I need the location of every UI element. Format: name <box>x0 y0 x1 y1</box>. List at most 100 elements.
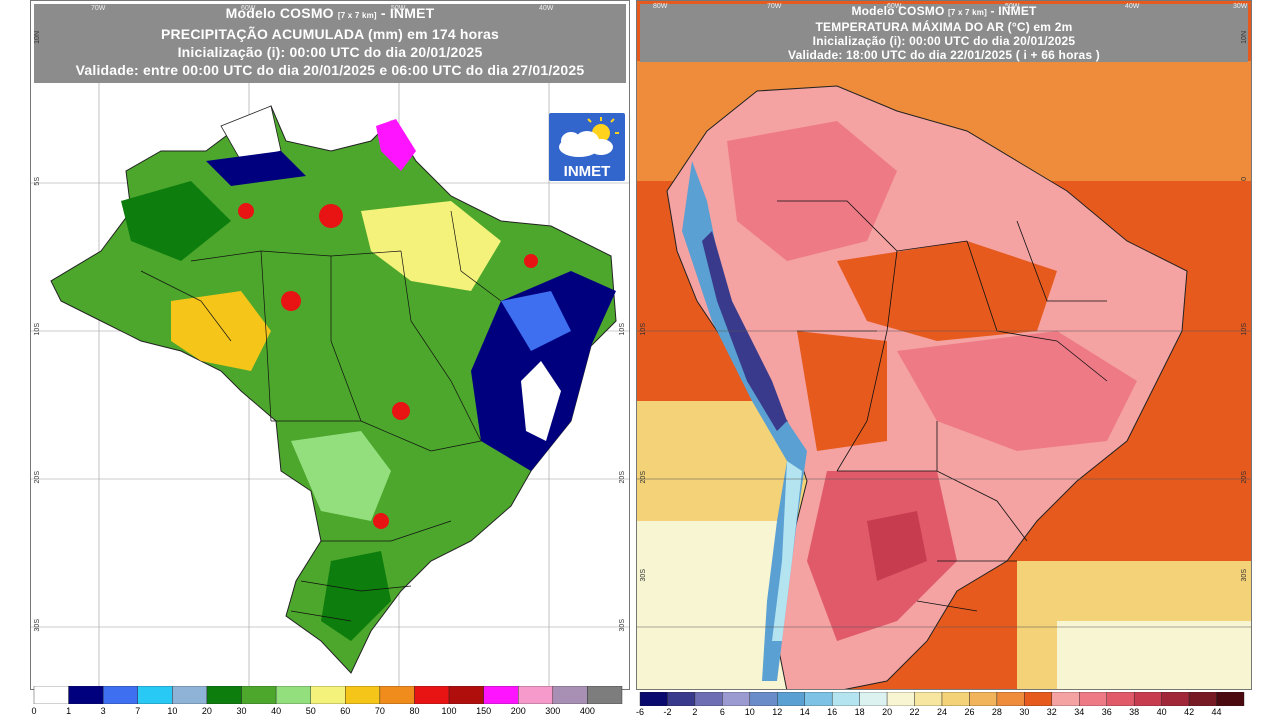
precipitation-colorbar: 0 1 3 7 10 20 30 40 50 60 70 80 100 150 200 300 400 <box>30 686 630 720</box>
colorbar-swatch <box>379 686 415 704</box>
colorbar-label: 200 <box>510 706 526 716</box>
colorbar-swatch <box>102 686 138 704</box>
colorbar-label: 28 <box>991 707 1002 717</box>
lat-tick: 20S <box>34 471 41 484</box>
colorbar-label: 60 <box>340 706 351 716</box>
colorbar-swatch <box>639 692 668 706</box>
colorbar-label: 22 <box>909 707 920 717</box>
colorbar-swatch <box>414 686 450 704</box>
inmet-logo: INMET <box>549 113 625 181</box>
colorbar-label: -2 <box>663 707 672 717</box>
lon-tick: 50W <box>1005 3 1020 10</box>
lat-tick: 0 <box>1241 177 1248 181</box>
cloud-sun-icon <box>559 117 619 157</box>
precipitation-map-frame: Modelo COSMO [7 x 7 km] - INMET PRECIPIT… <box>30 0 630 690</box>
lon-tick: 40W <box>539 5 554 12</box>
colorbar-label: 1 <box>66 706 72 716</box>
colorbar-swatch <box>749 692 778 706</box>
colorbar-label: 32 <box>1046 707 1057 717</box>
colorbar-swatch <box>310 686 346 704</box>
colorbar-label: 0 <box>31 706 37 716</box>
left-title-line2: PRECIPITAÇÃO ACUMULADA (mm) em 174 horas <box>160 26 500 42</box>
colorbar-label: 20 <box>201 706 212 716</box>
precipitation-map <box>31 83 629 687</box>
colorbar-label: 400 <box>579 706 595 716</box>
colorbar-label: 18 <box>854 707 865 717</box>
lat-tick: 20S <box>1241 471 1248 484</box>
lat-tick: 10S <box>640 323 647 336</box>
colorbar-label: 44 <box>1211 707 1222 717</box>
colorbar-label: -6 <box>635 707 645 717</box>
temperature-colorbar: -6 -2 2 6 10 12 14 16 18 20 22 24 26 28 30 32 34 36 38 40 42… <box>636 692 1252 720</box>
lat-tick: 30S <box>34 619 41 632</box>
lat-tick: 10S <box>619 323 626 336</box>
lon-tick: 60W <box>887 3 902 10</box>
left-title-line3: Inicialização (i): 00:00 UTC do dia 20/0… <box>177 44 483 60</box>
lat-tick: 10S <box>1241 323 1248 336</box>
temperature-map <box>637 1 1251 689</box>
colorbar-label: 34 <box>1074 707 1085 717</box>
colorbar-swatch <box>941 692 970 706</box>
colorbar-label: 12 <box>772 707 783 717</box>
right-title-line1: Modelo COSMO [7 x 7 km] - INMET <box>851 4 1037 18</box>
temperature-map-frame: Modelo COSMO [7 x 7 km] - INMET TEMPERAT… <box>636 0 1252 690</box>
brazil-precipitation-field <box>50 105 617 674</box>
colorbar-label: 150 <box>476 706 492 716</box>
lat-tick: 20S <box>619 471 626 484</box>
colorbar-swatch <box>68 686 104 704</box>
temperature-colorbar-swatches <box>639 692 1245 706</box>
colorbar-swatch <box>552 686 588 704</box>
colorbar-label: 38 <box>1129 707 1140 717</box>
colorbar-swatch <box>859 692 888 706</box>
colorbar-swatch <box>1161 692 1190 706</box>
colorbar-label: 10 <box>167 706 178 716</box>
lat-tick: 5S <box>34 177 41 186</box>
right-title-line4: Validade: 18:00 UTC do dia 22/01/2025 ( … <box>788 48 1100 62</box>
colorbar-swatch <box>667 692 696 706</box>
colorbar-swatch <box>722 692 751 706</box>
colorbar-label: 30 <box>236 706 247 716</box>
lon-tick: 70W <box>767 3 782 10</box>
lat-tick: 30S <box>1241 569 1248 582</box>
colorbar-swatch <box>1133 692 1162 706</box>
colorbar-swatch <box>137 686 173 704</box>
colorbar-swatch <box>1106 692 1135 706</box>
colorbar-swatch <box>694 692 723 706</box>
lon-tick: 70W <box>91 5 106 12</box>
colorbar-label: 70 <box>374 706 385 716</box>
colorbar-label: 16 <box>827 707 838 717</box>
colorbar-swatch <box>33 686 69 704</box>
colorbar-swatch <box>1024 692 1053 706</box>
right-title-line3: Inicialização (i): 00:00 UTC do dia 20/0… <box>812 34 1076 48</box>
colorbar-label: 10 <box>744 707 755 717</box>
colorbar-swatch <box>804 692 833 706</box>
colorbar-swatch <box>587 686 623 704</box>
precipitation-map-panel: Modelo COSMO [7 x 7 km] - INMET PRECIPIT… <box>30 0 630 720</box>
colorbar-label: 14 <box>799 707 810 717</box>
graticule <box>637 330 1251 628</box>
left-title-line4: Validade: entre 00:00 UTC do dia 20/01/2… <box>75 62 585 78</box>
colorbar-label: 26 <box>964 707 975 717</box>
colorbar-swatch <box>518 686 554 704</box>
colorbar-label: 36 <box>1101 707 1112 717</box>
colorbar-swatch <box>1216 692 1245 706</box>
colorbar-label: 42 <box>1184 707 1195 717</box>
logo-text: INMET <box>563 163 611 180</box>
temperature-map-panel: Modelo COSMO [7 x 7 km] - INMET TEMPERAT… <box>636 0 1252 720</box>
colorbar-label: 20 <box>882 707 893 717</box>
lat-tick: 30S <box>619 619 626 632</box>
colorbar-label: 300 <box>545 706 561 716</box>
colorbar-label: 80 <box>409 706 420 716</box>
colorbar-swatch <box>448 686 484 704</box>
lon-tick: 60W <box>241 5 256 12</box>
precipitation-colorbar-swatches <box>33 686 623 704</box>
lon-tick: 50W <box>391 5 406 12</box>
temperature-map-header: Modelo COSMO [7 x 7 km] - INMET TEMPERAT… <box>640 4 1248 62</box>
lat-tick: 30S <box>640 569 647 582</box>
right-title-line2: TEMPERATURA MÁXIMA DO AR (°C) em 2m <box>815 20 1073 34</box>
colorbar-label: 6 <box>719 707 725 717</box>
colorbar-swatch <box>1051 692 1080 706</box>
colorbar-swatch <box>241 686 277 704</box>
left-title-line1: Modelo COSMO [7 x 7 km] - INMET <box>225 5 435 21</box>
colorbar-swatch <box>777 692 805 706</box>
